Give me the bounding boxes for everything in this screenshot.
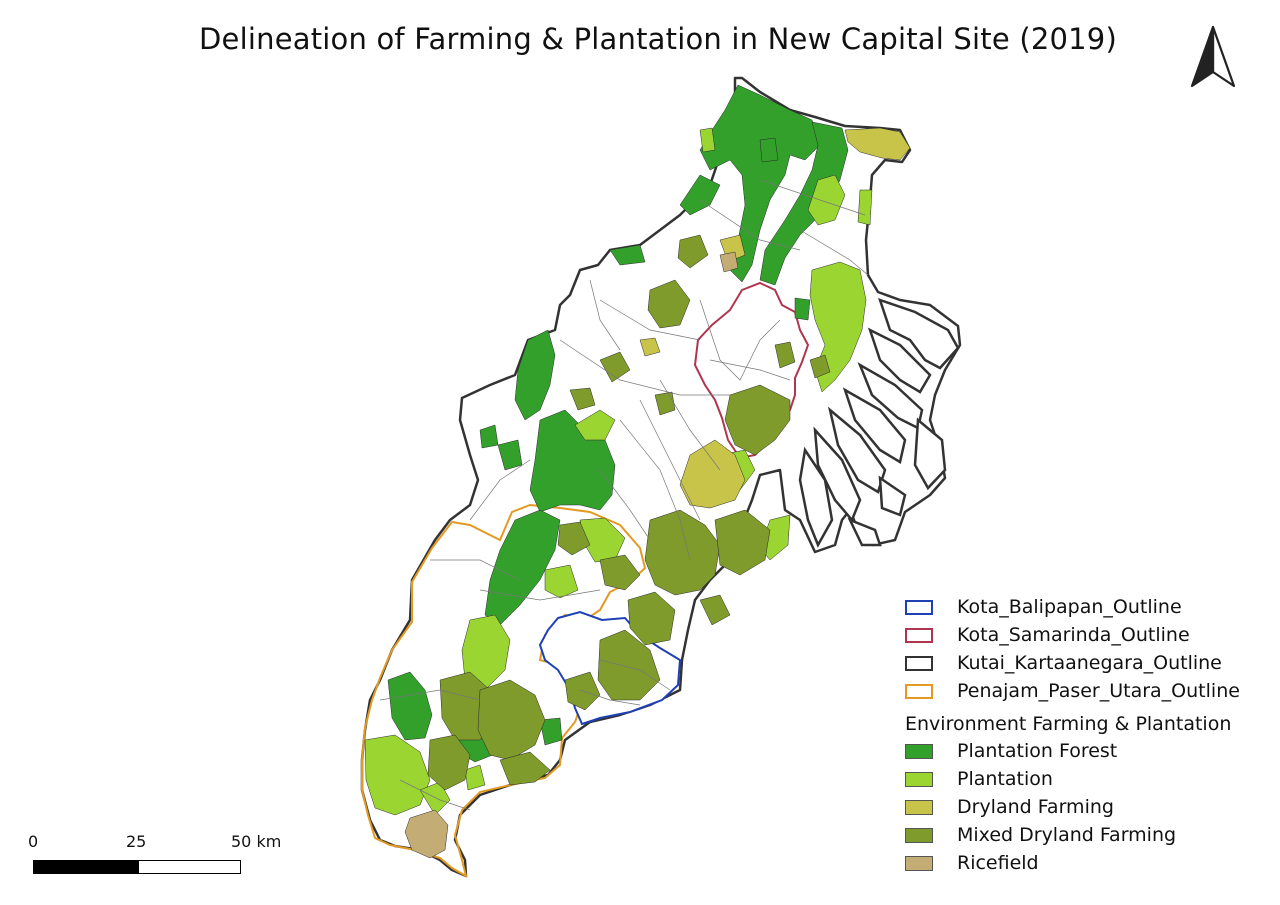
legend-item-kota-balikpapan: Kota_Balipapan_Outline [903, 596, 1273, 624]
legend-item-ricefield: Ricefield [903, 852, 1273, 880]
legend-swatch [905, 684, 933, 699]
legend-item-plantation: Plantation [903, 768, 1273, 796]
penajam-paser-utara-outline [361, 503, 647, 879]
legend-label: Mixed Dryland Farming [957, 824, 1177, 846]
legend-item-kutai-kartanegara: Kutai_Kartaanegara_Outline [903, 652, 1273, 680]
legend-swatch [905, 856, 933, 871]
legend-label: Kota_Balipapan_Outline [957, 596, 1182, 618]
map-legend: Kota_Balipapan_Outline Kota_Samarinda_Ou… [903, 596, 1273, 880]
dryland-farming-areas [639, 127, 911, 509]
legend-label: Kutai_Kartaanegara_Outline [957, 652, 1222, 674]
legend-swatch [905, 772, 933, 787]
legend-swatch [905, 656, 933, 671]
legend-item-mixed-dryland-farming: Mixed Dryland Farming [903, 824, 1273, 852]
legend-item-dryland-farming: Dryland Farming [903, 796, 1273, 824]
legend-swatch [905, 628, 933, 643]
north-arrow [1186, 24, 1240, 90]
legend-swatch [905, 800, 933, 815]
scale-bar-segment-white [138, 860, 241, 874]
legend-label: Plantation [957, 768, 1053, 790]
subdistrict-boundaries [379, 179, 869, 811]
north-arrow-icon [1190, 25, 1236, 88]
ricefield-areas [404, 251, 739, 859]
legend-item-penajam-paser-utara: Penajam_Paser_Utara_Outline [903, 680, 1273, 708]
legend-label: Kota_Samarinda_Outline [957, 624, 1190, 646]
legend-label: Plantation Forest [957, 740, 1118, 762]
legend-swatch [905, 744, 933, 759]
legend-label: Dryland Farming [957, 796, 1114, 818]
legend-item-plantation-forest: Plantation Forest [903, 740, 1273, 768]
scale-bar-segment-black [33, 860, 138, 874]
plantation-areas [364, 127, 873, 816]
scale-bar: 0 25 50 km [28, 830, 298, 880]
scale-tick-0: 0 [28, 832, 39, 851]
legend-group-title: Environment Farming & Plantation [905, 713, 1232, 735]
legend-swatch [905, 828, 933, 843]
map-title: Delineation of Farming & Plantation in N… [199, 22, 1117, 56]
mixed-dryland-farming-areas [427, 234, 831, 791]
legend-item-kota-samarinda: Kota_Samarinda_Outline [903, 624, 1273, 652]
scale-tick-25: 25 [126, 832, 147, 851]
legend-label: Penajam_Paser_Utara_Outline [957, 680, 1240, 702]
legend-label: Ricefield [957, 852, 1039, 874]
legend-swatch [905, 600, 933, 615]
scale-tick-50km: 50 km [231, 832, 282, 851]
delta-islands [798, 297, 960, 548]
